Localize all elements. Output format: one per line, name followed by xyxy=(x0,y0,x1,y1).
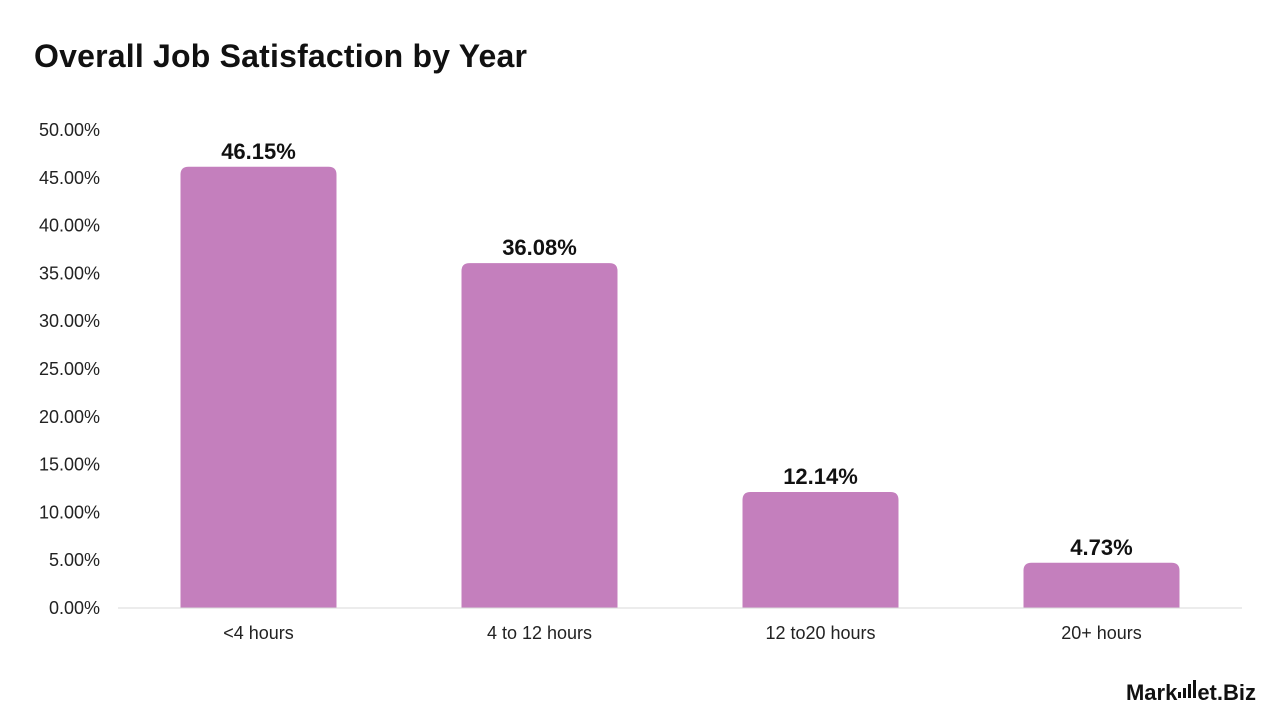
x-category-label: <4 hours xyxy=(223,623,294,643)
bar xyxy=(1023,562,1180,608)
y-tick-label: 0.00% xyxy=(49,598,100,618)
logo-text-prefix: Mark xyxy=(1125,680,1178,705)
bar xyxy=(461,263,618,608)
bar-data-label: 36.08% xyxy=(502,235,577,260)
y-tick-label: 15.00% xyxy=(39,455,100,475)
y-tick-label: 45.00% xyxy=(39,168,100,188)
y-tick-label: 50.00% xyxy=(39,120,100,140)
logo-text-middle: et xyxy=(1197,680,1217,705)
marketbiz-logo: Mark et .Biz xyxy=(1126,680,1256,706)
chart-title: Overall Job Satisfaction by Year xyxy=(34,38,528,74)
y-tick-label: 25.00% xyxy=(39,359,100,379)
y-tick-label: 30.00% xyxy=(39,311,100,331)
y-tick-label: 35.00% xyxy=(39,263,100,283)
x-category-label: 4 to 12 hours xyxy=(487,623,592,643)
bar-data-label: 4.73% xyxy=(1070,535,1132,560)
bar-data-label: 46.15% xyxy=(221,139,296,164)
logo-text-suffix: .Biz xyxy=(1216,680,1256,705)
bar xyxy=(742,491,899,608)
bars-group xyxy=(180,166,1180,608)
bar xyxy=(180,166,337,608)
y-tick-label: 5.00% xyxy=(49,550,100,570)
bar-data-label: 12.14% xyxy=(783,464,858,489)
y-axis: 0.00% 5.00% 10.00% 15.00% 20.00% 25.00% 30.00%… xyxy=(39,120,100,618)
x-axis: <4 hours 4 to 12 hours 12 to20 hours 20+ ho… xyxy=(223,623,1142,643)
x-category-label: 12 to20 hours xyxy=(765,623,875,643)
data-labels-group: 46.15% 36.08% 12.14% 4.73% xyxy=(221,139,1133,560)
y-tick-label: 40.00% xyxy=(39,216,100,236)
logo-bars-icon xyxy=(1178,680,1197,698)
y-tick-label: 10.00% xyxy=(39,502,100,522)
y-tick-label: 20.00% xyxy=(39,407,100,427)
x-category-label: 20+ hours xyxy=(1061,623,1142,643)
